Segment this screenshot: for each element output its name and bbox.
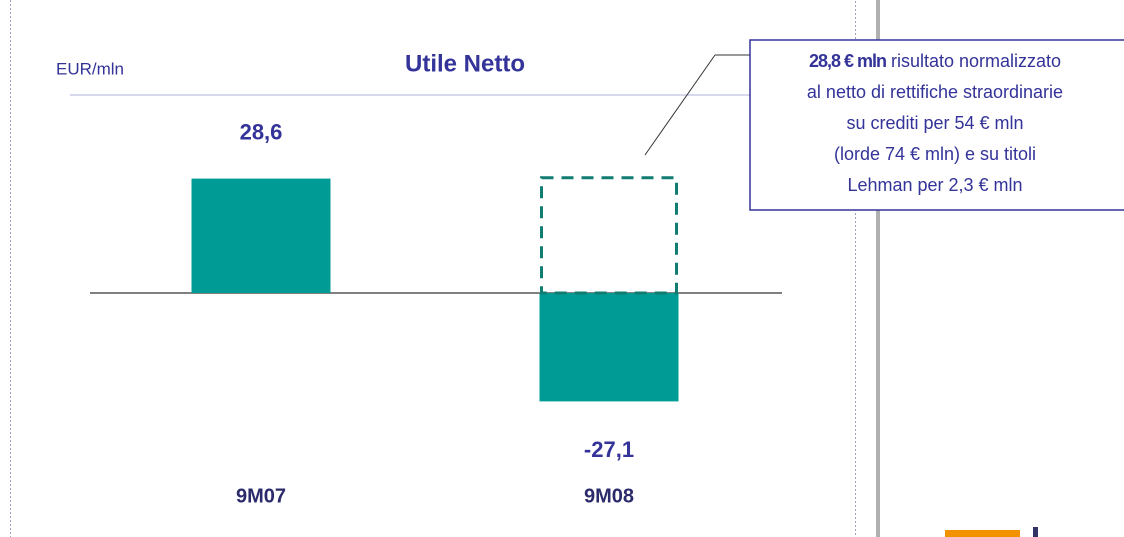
chart-title: Utile Netto	[405, 50, 525, 77]
x-tick-label: 9M07	[236, 485, 286, 507]
callout-highlight: 28,8 € mln	[809, 51, 886, 71]
value-label: 28,6	[240, 119, 283, 144]
callout-text: risultato normalizzato	[886, 51, 1061, 71]
unit-label: EUR/mln	[56, 59, 124, 78]
logo	[945, 530, 1020, 537]
x-tick-label: 9M08	[584, 485, 634, 507]
callout-line: 28,8 € mln risultato normalizzato	[809, 51, 1061, 71]
value-label: -27,1	[584, 437, 634, 462]
callout-box	[749, 39, 1124, 211]
panel-border	[10, 0, 856, 537]
plot: 28,6 9M07 -27,1 9M08	[90, 119, 782, 507]
bar	[191, 178, 331, 293]
callout-line: Lehman per 2,3 € mln	[847, 175, 1022, 195]
bar	[539, 293, 679, 402]
callout-pointer	[644, 54, 716, 156]
logo	[1033, 527, 1038, 537]
callout-text: 28,8 € mln risultato normalizzato al nett…	[807, 51, 1063, 195]
callout-line: al netto di rettifiche straordinarie	[807, 82, 1063, 102]
callout-line: (lorde 74 € mln) e su titoli	[834, 144, 1036, 164]
callout-line: su crediti per 54 € mln	[846, 113, 1023, 133]
normalized-bar	[540, 176, 678, 295]
